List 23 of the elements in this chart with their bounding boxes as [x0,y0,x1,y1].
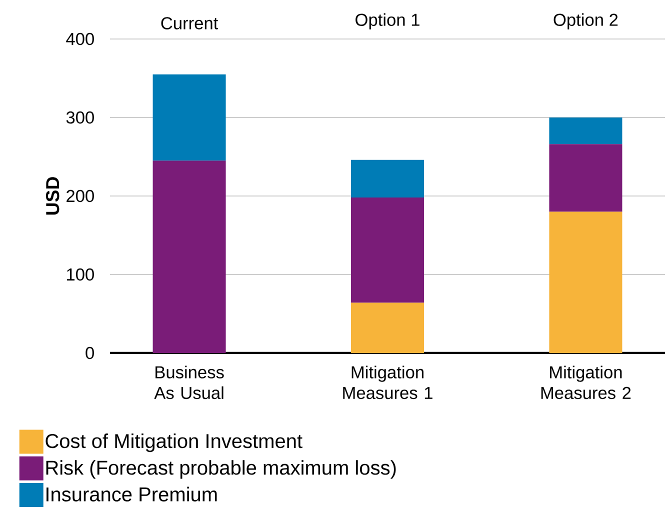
legend-label: Risk (Forecast probable maximum loss) [46,460,396,479]
y-tick-label: 300 [66,111,94,124]
text: Option 2 [554,13,618,30]
legend-label: Insurance Premium [46,486,217,502]
bar [152,160,226,353]
x-tick-label: Business As Usual [154,366,224,400]
x-tick-label: Mitigation Measures 1 [343,366,432,400]
legend-label: Cost of Mitigation Investment [46,433,302,452]
bar [549,144,622,212]
bar [351,198,424,303]
y-tick-label: 200 [66,190,94,202]
y-tick-label: 400 [66,32,94,46]
bar [351,160,424,198]
y-tick-label: 100 [67,268,94,281]
bar [549,212,622,353]
text: Option 1 [356,13,420,30]
bar [549,117,622,144]
text: Current [161,17,218,30]
bar [152,74,226,161]
bar [351,302,424,353]
x-tick-label: Mitigation Measures 2 [541,366,631,400]
y-axis-title: USD [46,177,60,215]
y-tick-label: 0 [86,346,94,360]
